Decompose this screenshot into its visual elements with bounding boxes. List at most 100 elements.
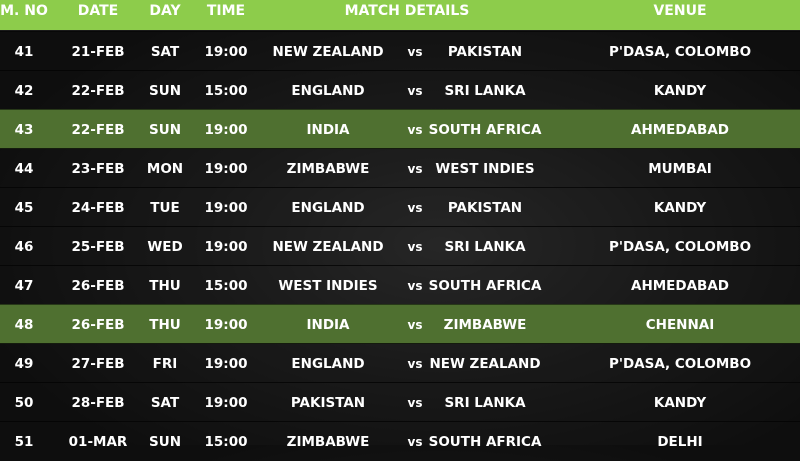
- match-number: 43: [14, 121, 34, 138]
- team-2: SOUTH AFRICA: [428, 433, 542, 450]
- match-time: 19:00: [204, 199, 248, 216]
- match-number: 41: [14, 43, 34, 60]
- vs-label: vs: [407, 83, 423, 98]
- vs-label: vs: [407, 161, 423, 176]
- table-row: 47 26-FEB THU 15:00 WEST INDIES vs SOUTH AFRIC…: [0, 265, 800, 305]
- match-number: 44: [14, 160, 34, 177]
- match-day: SAT: [150, 43, 180, 60]
- match-time: 15:00: [204, 433, 248, 450]
- venue: P'DASA, COLOMBO: [608, 355, 752, 372]
- table-row: 41 21-FEB SAT 19:00 NEW ZEALAND vs PAKISTAN P'D…: [0, 31, 800, 71]
- match-date: 28-FEB: [71, 394, 125, 411]
- team-2: PAKISTAN: [447, 43, 523, 60]
- match-number: 50: [14, 394, 34, 411]
- vs-label: vs: [407, 122, 423, 137]
- vs-label: vs: [407, 434, 423, 449]
- match-number: 45: [14, 199, 34, 216]
- match-number: 48: [14, 316, 34, 333]
- team-1: ENGLAND: [291, 82, 365, 99]
- match-number: 46: [14, 238, 34, 255]
- venue: P'DASA, COLOMBO: [608, 43, 752, 60]
- match-date: 23-FEB: [71, 160, 125, 177]
- match-date: 21-FEB: [71, 43, 125, 60]
- match-day: SUN: [149, 433, 181, 450]
- match-day: THU: [149, 277, 181, 294]
- match-date: 22-FEB: [71, 82, 125, 99]
- venue: AHMEDABAD: [630, 121, 730, 138]
- match-day: SUN: [149, 121, 181, 138]
- table-row: 49 27-FEB FRI 19:00 ENGLAND vs NEW ZEALAND P'DA…: [0, 343, 800, 383]
- venue: KANDY: [653, 394, 707, 411]
- team-1: ZIMBABWE: [286, 433, 370, 450]
- team-1: INDIA: [306, 121, 350, 138]
- team-1: PAKISTAN: [290, 394, 366, 411]
- team-1: ENGLAND: [291, 199, 365, 216]
- header-time: TIME: [206, 2, 246, 19]
- match-day: WED: [147, 238, 183, 255]
- match-date: 26-FEB: [71, 316, 125, 333]
- table-row: 50 28-FEB SAT 19:00 PAKISTAN vs SRI LANKA KANDY: [0, 382, 800, 422]
- table-row: 43 22-FEB SUN 19:00 INDIA vs SOUTH AFRICA AHMED…: [0, 109, 800, 149]
- match-day: SUN: [149, 82, 181, 99]
- match-date: 22-FEB: [71, 121, 125, 138]
- table-row: 45 24-FEB TUE 19:00 ENGLAND vs PAKISTAN KANDY: [0, 187, 800, 227]
- header-date: DATE: [77, 2, 119, 19]
- match-day: MON: [146, 160, 184, 177]
- match-date: 01-MAR: [68, 433, 128, 450]
- match-number: 42: [14, 82, 34, 99]
- team-2: SRI LANKA: [444, 394, 526, 411]
- match-number: 51: [14, 433, 34, 450]
- match-day: FRI: [152, 355, 178, 372]
- venue: KANDY: [653, 199, 707, 216]
- table-row: 48 26-FEB THU 19:00 INDIA vs ZIMBABWE CHENNAI: [0, 304, 800, 344]
- match-date: 24-FEB: [71, 199, 125, 216]
- header-venue: VENUE: [653, 2, 707, 19]
- team-2: ZIMBABWE: [443, 316, 527, 333]
- match-time: 19:00: [204, 394, 248, 411]
- vs-label: vs: [407, 317, 423, 332]
- team-2: NEW ZEALAND: [429, 355, 541, 372]
- match-time: 19:00: [204, 43, 248, 60]
- vs-label: vs: [407, 44, 423, 59]
- venue: DELHI: [657, 433, 703, 450]
- team-2: SOUTH AFRICA: [428, 121, 542, 138]
- team-2: SRI LANKA: [444, 82, 526, 99]
- match-time: 19:00: [204, 316, 248, 333]
- match-date: 25-FEB: [71, 238, 125, 255]
- match-date: 26-FEB: [71, 277, 125, 294]
- match-date: 27-FEB: [71, 355, 125, 372]
- match-day: TUE: [150, 199, 180, 216]
- venue: KANDY: [653, 82, 707, 99]
- team-1: ENGLAND: [291, 355, 365, 372]
- team-2: SOUTH AFRICA: [428, 277, 542, 294]
- match-time: 19:00: [204, 238, 248, 255]
- vs-label: vs: [407, 356, 423, 371]
- team-1: NEW ZEALAND: [272, 238, 384, 255]
- match-day: THU: [149, 316, 181, 333]
- team-1: NEW ZEALAND: [272, 43, 384, 60]
- table-header: M. NO DATE DAY TIME MATCH DETAILS VENUE: [0, 0, 800, 32]
- venue: P'DASA, COLOMBO: [608, 238, 752, 255]
- team-2: SRI LANKA: [444, 238, 526, 255]
- team-1: WEST INDIES: [278, 277, 378, 294]
- team-2: PAKISTAN: [447, 199, 523, 216]
- table-row: 42 22-FEB SUN 15:00 ENGLAND vs SRI LANKA KANDY: [0, 70, 800, 110]
- header-day: DAY: [149, 2, 181, 19]
- match-number: 49: [14, 355, 34, 372]
- vs-label: vs: [407, 200, 423, 215]
- venue: MUMBAI: [648, 160, 712, 177]
- table-row: 44 23-FEB MON 19:00 ZIMBABWE vs WEST INDIES MUM…: [0, 148, 800, 188]
- venue: CHENNAI: [645, 316, 715, 333]
- header-mno: M. NO: [0, 2, 48, 19]
- team-1: INDIA: [306, 316, 350, 333]
- venue: AHMEDABAD: [630, 277, 730, 294]
- match-number: 47: [14, 277, 34, 294]
- vs-label: vs: [407, 239, 423, 254]
- table-row: 51 01-MAR SUN 15:00 ZIMBABWE vs SOUTH AFRICA DE…: [0, 421, 800, 461]
- match-time: 19:00: [204, 355, 248, 372]
- header-match-details: MATCH DETAILS: [344, 2, 470, 19]
- match-time: 19:00: [204, 160, 248, 177]
- table-row: 46 25-FEB WED 19:00 NEW ZEALAND vs SRI LANKA P'…: [0, 226, 800, 266]
- match-time: 15:00: [204, 82, 248, 99]
- team-2: WEST INDIES: [435, 160, 535, 177]
